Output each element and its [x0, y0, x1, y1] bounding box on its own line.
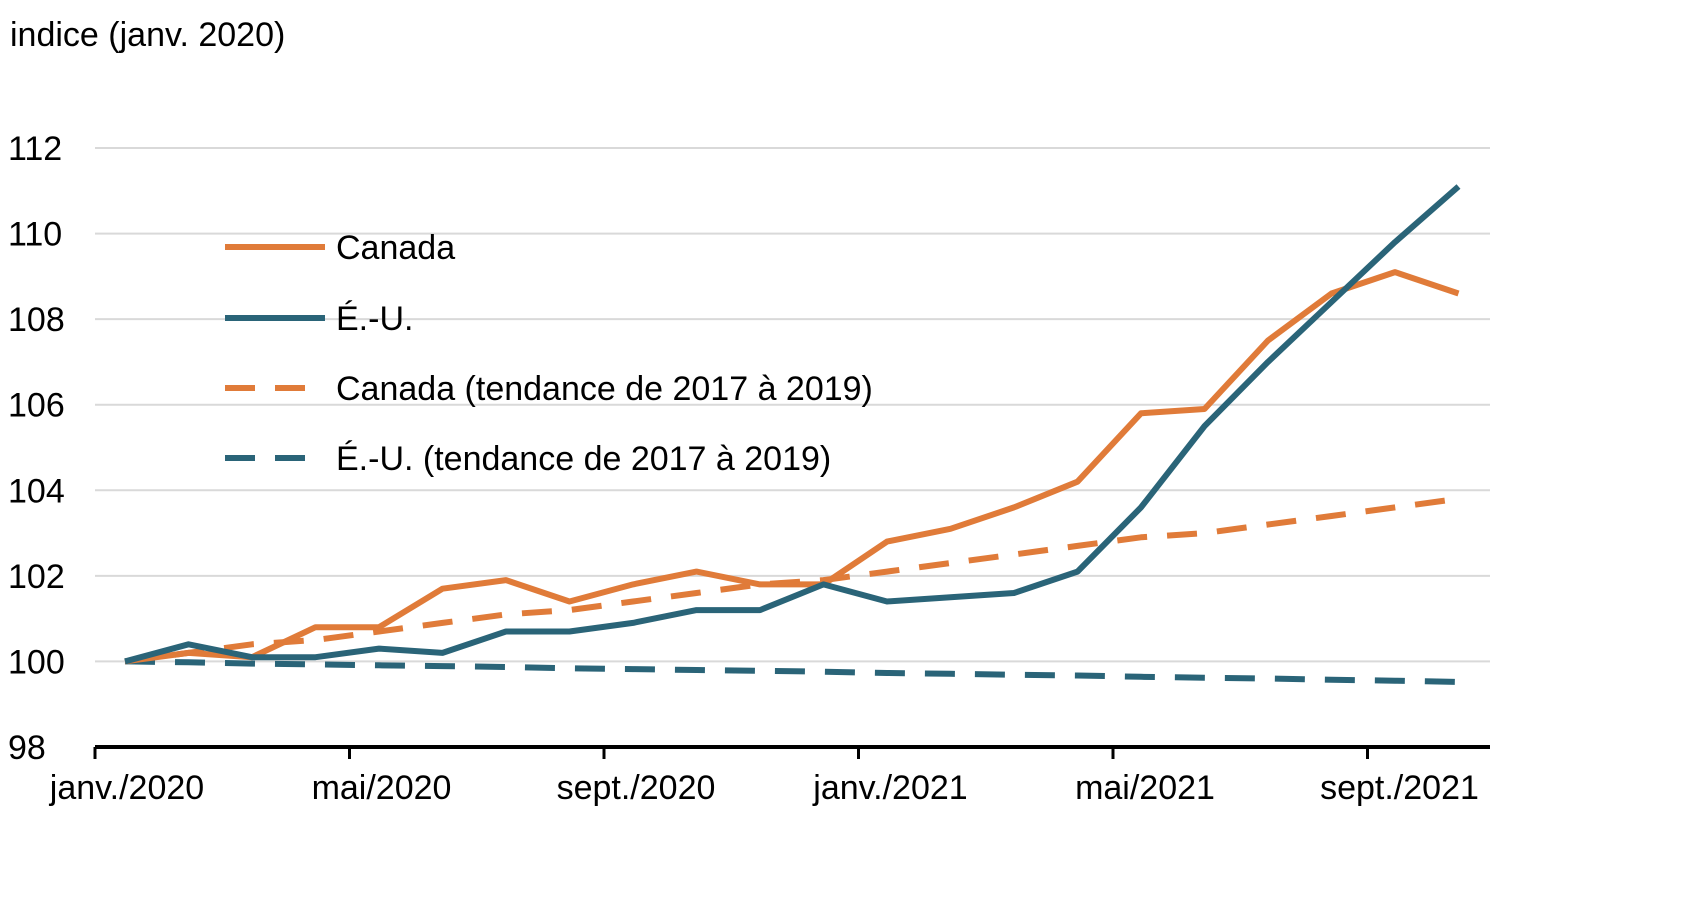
y-tick-label: 98	[8, 729, 46, 767]
gridlines	[95, 147, 1490, 663]
series-lines	[124, 184, 1461, 685]
y-tick-label: 112	[8, 130, 62, 168]
legend-label: Canada	[336, 229, 455, 267]
y-tick-label: 100	[8, 643, 65, 681]
x-tick-label: mai/2021	[1075, 769, 1215, 807]
y-tick-label: 102	[8, 558, 65, 596]
y-tick-label: 110	[8, 216, 62, 254]
legend-label: É.-U.	[336, 300, 413, 338]
legend-label: É.-U. (tendance de 2017 à 2019)	[336, 440, 831, 478]
series-line	[124, 269, 1460, 665]
x-tick-label: sept./2021	[1320, 769, 1479, 807]
y-axis-title: indice (janv. 2020)	[10, 16, 285, 54]
y-tick-label: 106	[8, 387, 65, 425]
x-tick-label: sept./2020	[557, 769, 716, 807]
x-tick-label: janv./2020	[49, 769, 204, 807]
axes: 98 100 102 104 106 108 110 112 janv./2020 mai/202…	[8, 130, 1490, 807]
legend: Canada É.-U. Canada (tendance de 2017 à 20…	[225, 229, 873, 478]
y-tick-label: 104	[8, 472, 65, 510]
legend-label: Canada (tendance de 2017 à 2019)	[336, 370, 873, 408]
series-line	[124, 658, 1459, 685]
x-tick-label: janv./2021	[812, 769, 967, 807]
series-line	[124, 495, 1459, 665]
y-tick-label: 108	[8, 301, 65, 339]
x-tick-label: mai/2020	[312, 769, 452, 807]
series-line	[124, 184, 1461, 665]
